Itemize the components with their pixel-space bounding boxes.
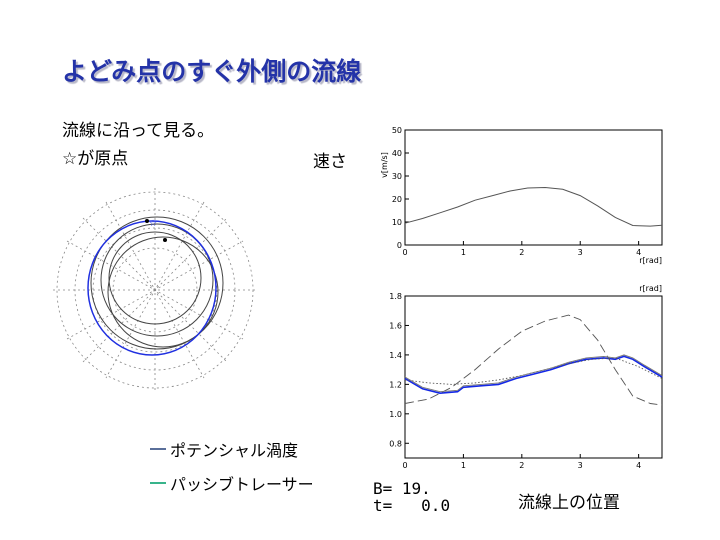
param-b-value: 19. <box>401 479 431 498</box>
y-tick-label: 1.2 <box>389 380 402 389</box>
contour-circles <box>90 216 224 350</box>
note-follow-streamline: 流線に沿って見る。 <box>62 121 215 141</box>
y-axis-label: v[m/s] <box>380 152 389 178</box>
y-tick-label: 1.0 <box>389 410 402 419</box>
x-tick-label: 4 <box>636 248 641 257</box>
legend-label: ポテンシャル渦度 <box>170 441 299 460</box>
x-tick-label: 1 <box>461 461 466 470</box>
series-group <box>404 186 663 227</box>
profile-chart: r[rad] 0.8 1.0 1.2 1.4 1.6 1.8 0 1 2 3 4 <box>389 284 663 470</box>
plot-frame <box>404 295 663 459</box>
x-tick-label: 4 <box>636 461 641 470</box>
legend-potential-vorticity: ポテンシャル渦度 <box>150 437 298 461</box>
x-ticks: 0 1 2 3 4 <box>402 454 641 470</box>
polar-streamline-diagram: ☆ <box>53 188 257 392</box>
series-group <box>404 314 663 406</box>
x-tick-label: 1 <box>461 248 466 257</box>
streamline-trajectory <box>87 220 217 356</box>
x-tick-label: 0 <box>402 461 407 470</box>
tracer-point <box>145 219 149 223</box>
x-axis-label: r[rad] <box>639 284 662 293</box>
speed-label: 速さ <box>313 152 347 172</box>
y-tick-label: 40 <box>392 149 402 158</box>
y-tick-label: 50 <box>392 126 402 135</box>
legend-swatch <box>150 482 166 484</box>
note-origin-star: ☆が原点 <box>62 149 129 169</box>
series-line-2 <box>404 357 663 385</box>
slide-title: よどみ点のすぐ外側の流線 <box>62 57 362 86</box>
parameters: B= 19. t= 0.0 <box>373 480 450 514</box>
legend-passive-tracer: パッシブトレーサー <box>150 471 314 495</box>
plot-frame <box>404 129 663 246</box>
y-tick-label: 20 <box>392 195 402 204</box>
origin-star-icon: ☆ <box>149 219 157 229</box>
y-tick-label: 10 <box>392 218 402 227</box>
y-tick-label: 0 <box>397 241 402 250</box>
y-tick-label: 1.8 <box>389 292 402 301</box>
tracer-point <box>163 238 167 242</box>
x-tick-label: 0 <box>402 248 407 257</box>
x-tick-label: 3 <box>578 248 583 257</box>
polar-grid <box>53 188 257 392</box>
x-ticks: 0 1 2 3 4 <box>402 241 641 257</box>
y-tick-label: 30 <box>392 172 402 181</box>
y-ticks: 0.8 1.0 1.2 1.4 1.6 1.8 <box>389 292 409 448</box>
x-tick-label: 2 <box>519 461 524 470</box>
x-tick-label: 3 <box>578 461 583 470</box>
x-axis-label: r[rad] <box>639 256 662 265</box>
position-label: 流線上の位置 <box>518 493 620 513</box>
param-b-label: B= <box>373 479 393 498</box>
y-tick-label: 0.8 <box>389 439 402 448</box>
series-line-0 <box>404 186 663 227</box>
y-tick-label: 1.6 <box>389 321 402 330</box>
x-tick-label: 2 <box>519 248 524 257</box>
speed-chart: 0 10 20 30 40 50 0 1 2 3 4 v[m/s] r[rad] <box>380 126 663 265</box>
param-t-value: 0.0 <box>421 496 451 515</box>
y-ticks: 0 10 20 30 40 50 <box>392 126 409 250</box>
legend-label: パッシブトレーサー <box>170 475 314 494</box>
series-line-1 <box>404 314 663 406</box>
param-t-label: t= <box>373 496 393 515</box>
series-line-0 <box>404 355 663 395</box>
series-line-3 <box>404 354 663 393</box>
legend-swatch <box>150 448 166 450</box>
y-tick-label: 1.4 <box>389 351 402 360</box>
